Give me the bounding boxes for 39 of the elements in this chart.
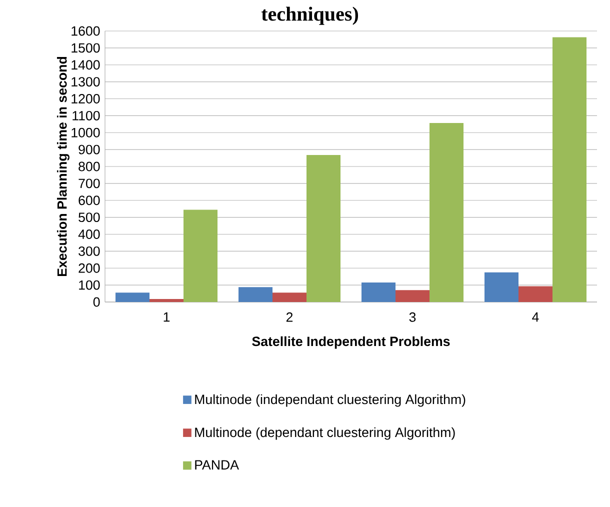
chart-title: techniques) <box>261 6 358 25</box>
bar <box>272 292 306 302</box>
bar <box>518 286 552 302</box>
x-tick-label: 2 <box>286 312 293 322</box>
bar <box>396 290 430 302</box>
y-tick-label: 0 <box>93 297 100 307</box>
y-tick-label: 800 <box>78 162 100 172</box>
y-tick-label: 1200 <box>72 94 100 104</box>
x-tick-label: 1 <box>164 312 170 322</box>
bar <box>361 282 396 302</box>
x-tick-label: 4 <box>532 312 539 322</box>
bar <box>306 154 340 302</box>
bar <box>184 210 218 302</box>
y-tick-label: 1100 <box>72 110 100 120</box>
y-tick-label: 300 <box>78 246 100 256</box>
y-tick-label: 100 <box>79 280 100 290</box>
y-tick-label: 600 <box>78 196 100 206</box>
bar <box>484 272 518 302</box>
legend-label: Multinode (dependant cluestering Algorithm) <box>195 427 455 440</box>
y-tick-label: 700 <box>78 178 100 188</box>
y-tick-label: 900 <box>78 144 100 154</box>
bar <box>150 298 184 302</box>
y-tick-label: 1600 <box>72 26 100 36</box>
y-axis-title: Execution Planning time in second <box>56 56 70 276</box>
y-tick-label: 1500 <box>72 43 100 53</box>
y-tick-label: 500 <box>78 212 100 222</box>
y-tick-label: 1300 <box>72 77 100 87</box>
y-tick-label: 1400 <box>72 60 100 70</box>
x-axis-title: Satellite Independent Problems <box>252 336 450 349</box>
x-tick-label: 3 <box>409 312 416 322</box>
legend-label: PANDA <box>195 460 239 470</box>
bar <box>238 287 272 302</box>
bar <box>116 292 150 302</box>
y-tick-label: 200 <box>78 263 100 273</box>
y-tick-label: 1000 <box>72 128 100 138</box>
legend-label: Multinode (independant cluestering Algorithm) <box>195 394 466 407</box>
bar <box>430 122 464 302</box>
bar <box>552 37 586 302</box>
y-tick-label: 400 <box>78 230 100 239</box>
